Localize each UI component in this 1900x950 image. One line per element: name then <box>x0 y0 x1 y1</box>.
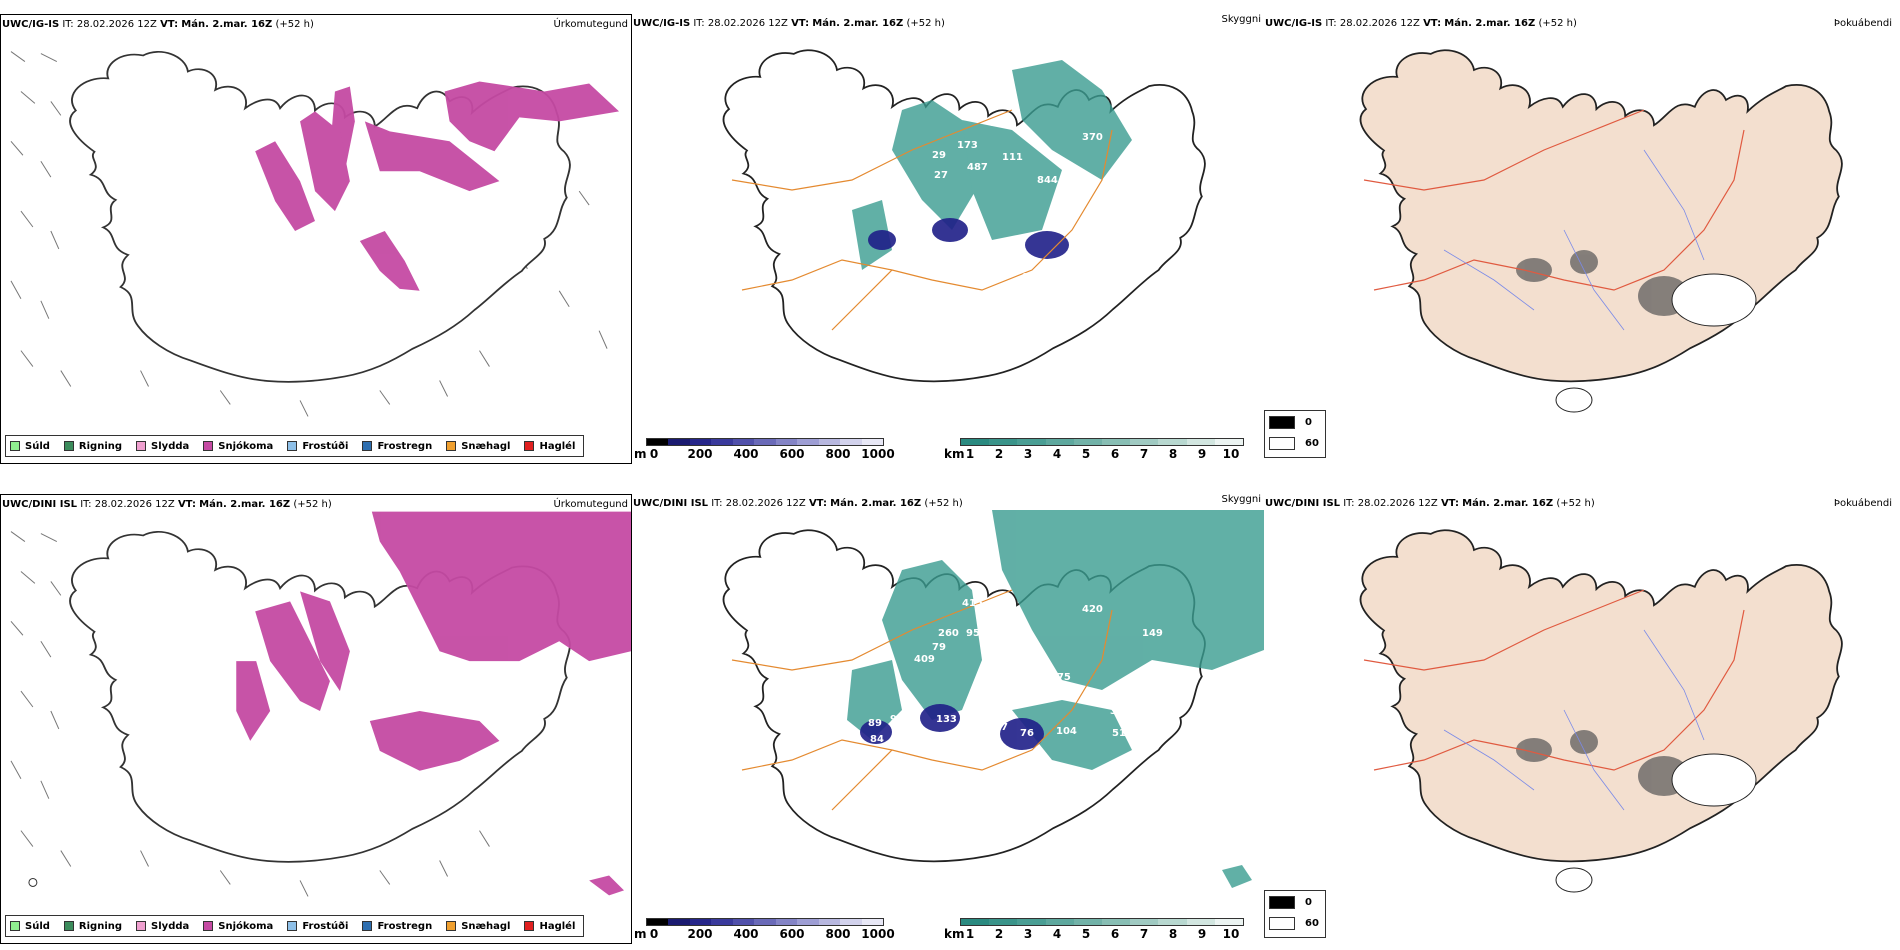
fog-legend: 0 60 <box>1264 410 1326 458</box>
panel-header: UWC/DINI ISL IT: 28.02.2026 12Z VT: Mán.… <box>2 499 332 510</box>
panel-fog-dini: UWC/DINI ISL IT: 28.02.2026 12Z VT: Mán.… <box>1264 494 1900 944</box>
legend-item-rain: Rigning <box>63 921 122 932</box>
fog-legend: 0 60 <box>1264 890 1326 938</box>
legend-item-freezing-rain: Frostregn <box>362 441 432 452</box>
legend-item-sleet: Slydda <box>136 441 189 452</box>
legend-item-freezing-rain: Frostregn <box>362 921 432 932</box>
peak-label: 303 <box>990 118 1011 129</box>
peak-label: 29 <box>932 150 946 161</box>
peak-label: 268 <box>1047 218 1068 229</box>
panel-header: UWC/IG-IS IT: 28.02.2026 12Z VT: Mán. 2.… <box>633 18 945 29</box>
peak-label: 100 <box>937 251 958 262</box>
visibility-colorbar: km 1 2 3 4 5 6 7 8 9 10 <box>944 438 1244 462</box>
peak-label: 420 <box>1082 604 1103 615</box>
legend-item-sleet: Slydda <box>136 921 189 932</box>
peak-label: 13 <box>1057 272 1071 283</box>
panel-header: UWC/IG-IS IT: 28.02.2026 12Z VT: Mán. 2.… <box>1265 18 1577 29</box>
product-title: Skyggni <box>1221 14 1261 25</box>
peak-label: 57 <box>994 722 1008 733</box>
visibility-map: 29 173 303 370 101 27 487 111 844 268 12… <box>722 49 1206 395</box>
peak-label: 362 <box>1110 706 1131 717</box>
elevation-colorbar: m 0 200 400 600 800 1000 <box>634 918 895 942</box>
panel-precip-type-dini: UWC/DINI ISL IT: 28.02.2026 12Z VT: Mán.… <box>0 494 632 944</box>
peak-label: 133 <box>936 714 957 725</box>
legend-item-snow: Snjókoma <box>203 921 273 932</box>
panel-visibility-dini: UWC/DINI ISL IT: 28.02.2026 12Z VT: Mán.… <box>632 494 1264 944</box>
peak-label: 125 <box>887 254 908 265</box>
product-title: Úrkomutegund <box>553 19 628 30</box>
legend-item-sudd: Súld <box>10 921 50 932</box>
panel-precip-type-ig: UWC/IG-IS IT: 28.02.2026 12Z VT: Mán. 2.… <box>0 14 632 464</box>
peak-label: 487 <box>967 162 988 173</box>
legend-item-rain: Rigning <box>63 441 122 452</box>
peak-label: 149 <box>1142 628 1163 639</box>
legend-item-freezing-drizzle: Frostúði <box>287 921 348 932</box>
peak-label: 153 <box>914 868 935 879</box>
peak-label: 173 <box>957 140 978 151</box>
peak-label: 260 <box>938 628 959 639</box>
visibility-colorbar: km 1 2 3 4 5 6 7 8 9 10 <box>944 918 1244 942</box>
peak-label: 84 <box>870 734 884 745</box>
legend-item-hail: Haglél <box>524 441 575 452</box>
product-title: Þokuábendi <box>1833 18 1892 29</box>
peak-label: 89 <box>868 718 882 729</box>
peak-label: 201 <box>1110 274 1131 285</box>
peak-label: 79 <box>932 642 946 653</box>
legend-item-hail: Haglél <box>524 921 575 932</box>
precip-map <box>10 50 620 417</box>
product-title: Skyggni <box>1221 494 1261 505</box>
product-title: Þokuábendi <box>1833 498 1892 509</box>
legend-item-snow-pellets: Snæhagl <box>446 921 510 932</box>
peak-label: 104 <box>1056 726 1077 737</box>
peak-label: 101 <box>1140 148 1161 159</box>
panel-header: UWC/IG-IS IT: 28.02.2026 12Z VT: Mán. 2.… <box>2 19 314 30</box>
product-title: Úrkomutegund <box>553 499 628 510</box>
fog-map <box>1359 529 1843 893</box>
peak-label: 96 <box>1022 272 1036 283</box>
peak-labels-dini: 415 420 260 952 149 79 409 275 89 92 133… <box>868 598 1163 879</box>
elevation-colorbar: m 0 200 400 600 800 1000 <box>634 438 895 462</box>
peak-label: 76 <box>1020 728 1034 739</box>
peak-label: 512 <box>1112 728 1133 739</box>
panel-header: UWC/DINI ISL IT: 28.02.2026 12Z VT: Mán.… <box>1265 498 1595 509</box>
panel-header: UWC/DINI ISL IT: 28.02.2026 12Z VT: Mán.… <box>633 498 963 509</box>
peak-label: 303 <box>992 258 1013 269</box>
visibility-map: 415 420 260 952 149 79 409 275 89 92 133… <box>722 510 1264 888</box>
peak-label: 92 <box>890 714 904 725</box>
peak-label: 73 <box>927 384 941 395</box>
legend-item-snow: Snjókoma <box>203 441 273 452</box>
peak-label: 952 <box>966 628 987 639</box>
fog-map <box>1359 49 1843 413</box>
peak-label: 275 <box>1050 672 1071 683</box>
precip-map <box>10 511 631 897</box>
panel-visibility-ig: UWC/IG-IS IT: 28.02.2026 12Z VT: Mán. 2.… <box>632 14 1264 464</box>
peak-label: 844 <box>1037 175 1058 186</box>
peak-label: 409 <box>914 654 935 665</box>
panel-fog-ig: UWC/IG-IS IT: 28.02.2026 12Z VT: Mán. 2.… <box>1264 14 1900 464</box>
peak-label: 111 <box>1002 152 1023 163</box>
peak-label: 11 <box>910 384 924 395</box>
peak-label: 104 <box>932 868 953 879</box>
precip-type-legend: Súld Rigning Slydda Snjókoma Frostúði Fr… <box>5 915 585 937</box>
legend-item-sudd: Súld <box>10 441 50 452</box>
peak-labels-ig: 29 173 303 370 101 27 487 111 844 268 12… <box>887 118 1161 395</box>
precip-type-legend: Súld Rigning Slydda Snjókoma Frostúði Fr… <box>5 435 585 457</box>
legend-item-freezing-drizzle: Frostúði <box>287 441 348 452</box>
peak-label: 370 <box>1082 132 1103 143</box>
legend-item-snow-pellets: Snæhagl <box>446 441 510 452</box>
peak-label: 415 <box>962 598 983 609</box>
peak-label: 27 <box>934 170 948 181</box>
